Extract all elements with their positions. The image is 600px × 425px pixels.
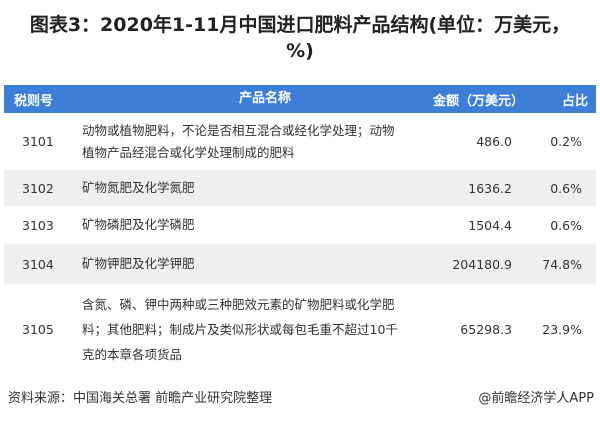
- cell-share: 0.6%: [550, 180, 582, 196]
- header-share: 占比: [561, 93, 588, 109]
- cell-name: 矿物氮肥及化学氮肥: [82, 180, 195, 195]
- header-amount: 金额（万美元）: [432, 93, 524, 109]
- cell-amount: 1504.4: [468, 217, 512, 233]
- page-title: 图表3：2020年1-11月中国进口肥料产品结构(单位：万美元，%): [29, 14, 571, 62]
- cell-amount: 1636.2: [468, 180, 512, 196]
- cell-code: 3102: [22, 180, 54, 196]
- cell-name: 矿物磷肥及化学磷肥: [82, 217, 195, 232]
- cell-share: 23.9%: [542, 321, 582, 337]
- cell-amount: 486.0: [476, 134, 512, 149]
- header-code: 税则号: [14, 93, 54, 109]
- data-table: 税则号 产品名称 金额（万美元） 占比 3101 动物或植物肥料，不论是否相互混…: [4, 85, 596, 374]
- cell-name: 动物或植物肥料，不论是否相互混合或经化学处理；动物植物产品经混合或化学处理制成的…: [82, 122, 395, 160]
- table-row: 3105 含氮、磷、钾中两种或三种肥效元素的矿物肥料或化学肥料；其他肥料；制成片…: [4, 284, 596, 374]
- source-note: 资料来源：中国海关总署 前瞻产业研究院整理: [8, 391, 273, 406]
- table-row: 3104 矿物钾肥及化学钾肥 204180.9 74.8%: [4, 244, 596, 284]
- table-row: 3102 矿物氮肥及化学氮肥 1636.2 0.6%: [4, 170, 596, 206]
- table-header: 税则号 产品名称 金额（万美元） 占比: [4, 85, 596, 113]
- footer: 资料来源：中国海关总署 前瞻产业研究院整理 @前瞻经济学人APP: [8, 387, 594, 406]
- table-row: 3103 矿物磷肥及化学磷肥 1504.4 0.6%: [4, 206, 596, 244]
- cell-code: 3101: [22, 134, 54, 149]
- cell-amount: 204180.9: [452, 256, 512, 272]
- cell-share: 0.6%: [550, 217, 582, 233]
- table-row: 3101 动物或植物肥料，不论是否相互混合或经化学处理；动物植物产品经混合或化学…: [4, 113, 596, 170]
- cell-code: 3105: [22, 321, 54, 337]
- cell-amount: 65298.3: [460, 321, 512, 337]
- cell-code: 3104: [22, 256, 54, 272]
- cell-share: 74.8%: [542, 256, 582, 272]
- cell-code: 3103: [22, 217, 54, 233]
- cell-name: 矿物钾肥及化学钾肥: [82, 256, 195, 271]
- cell-name: 含氮、磷、钾中两种或三种肥效元素的矿物肥料或化学肥料；其他肥料；制成片及类似形状…: [82, 296, 398, 362]
- header-name: 产品名称: [238, 91, 291, 106]
- credit: @前瞻经济学人APP: [478, 391, 594, 406]
- cell-share: 0.2%: [550, 134, 582, 149]
